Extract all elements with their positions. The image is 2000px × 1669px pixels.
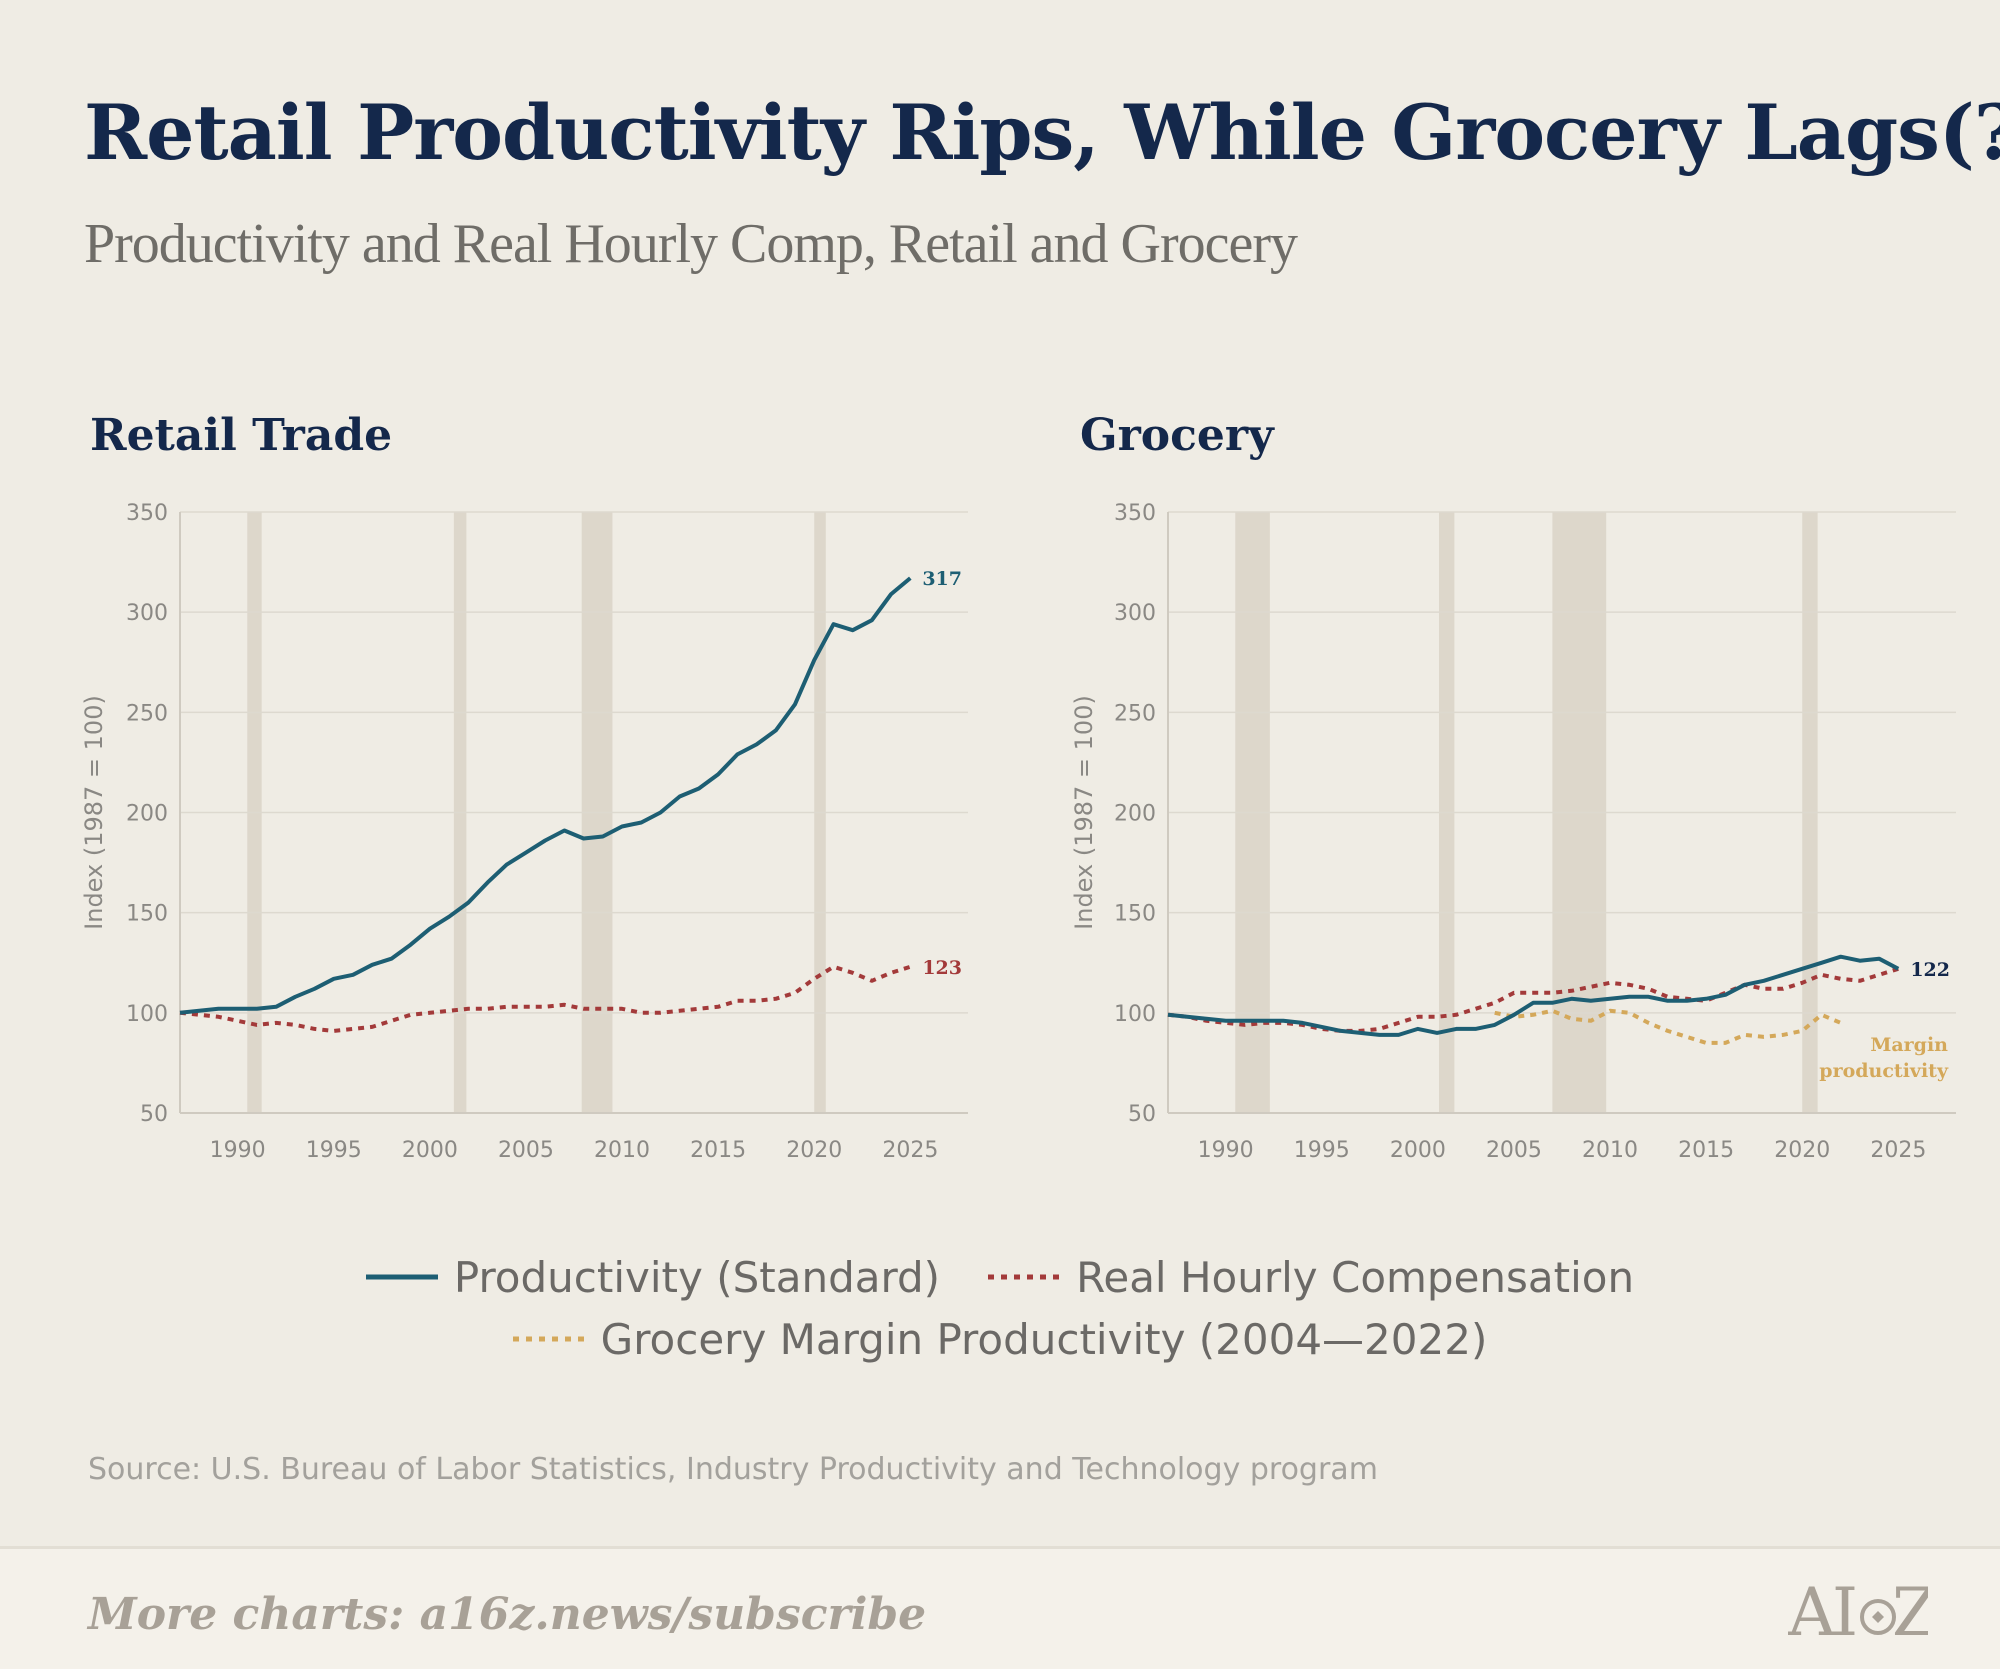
x-tick-label: 1995 xyxy=(306,1138,362,1163)
x-tick-label: 1995 xyxy=(1294,1138,1350,1163)
footer-subscribe-link[interactable]: More charts: a16z.news/subscribe xyxy=(88,1589,927,1640)
chart-title: Retail Productivity Rips, While Grocery … xyxy=(84,88,2000,177)
logo-a: A xyxy=(1788,1574,1837,1649)
x-tick-label: 2000 xyxy=(402,1138,458,1163)
legend-swatch-compensation xyxy=(988,1274,1061,1280)
y-tick-label: 350 xyxy=(1114,501,1156,526)
y-tick-label: 200 xyxy=(1114,802,1156,827)
legend-label-productivity: Productivity (Standard) xyxy=(453,1252,941,1302)
charts-canvas: 50 100 150 200 250 300 350 1990 1995 2000 2005 2010… xyxy=(80,501,1956,1163)
y-tick-label: 300 xyxy=(126,601,168,626)
x-tick-label: 2020 xyxy=(1774,1138,1830,1163)
end-label-margin: productivity xyxy=(1819,1060,1949,1082)
y-tick-label: 150 xyxy=(126,902,168,927)
series-line-margin xyxy=(1494,1008,1842,1045)
legend-item-margin: Grocery Margin Productivity (2004—2022) xyxy=(512,1314,1488,1364)
x-tick-label: 2015 xyxy=(1678,1138,1734,1163)
x-tick-label: 2025 xyxy=(882,1138,938,1163)
legend-swatch-margin xyxy=(512,1336,585,1342)
y-tick-label: 100 xyxy=(1114,1002,1156,1027)
footer: More charts: a16z.news/subscribe A I Z xyxy=(0,1546,2000,1669)
y-tick-label: 150 xyxy=(1114,902,1156,927)
y-tick-label: 200 xyxy=(126,802,168,827)
y-axis-label: Index (1987 = 100) xyxy=(80,695,108,930)
x-tick-label: 1990 xyxy=(1198,1138,1254,1163)
logo-6-circle xyxy=(1860,1599,1896,1635)
legend-label-margin: Grocery Margin Productivity (2004—2022) xyxy=(600,1314,1488,1364)
x-tick-label: 2020 xyxy=(786,1138,842,1163)
y-tick-label: 300 xyxy=(1114,601,1156,626)
chart-subtitle: Productivity and Real Hourly Comp, Retai… xyxy=(84,213,1298,275)
logo-1: I xyxy=(1832,1574,1858,1649)
x-tick-label: 2010 xyxy=(594,1138,650,1163)
series-line-productivity xyxy=(1167,954,1900,1037)
x-tick-label: 2005 xyxy=(1486,1138,1542,1163)
legend-item-productivity: Productivity (Standard) xyxy=(365,1252,941,1302)
x-tick-label: 2015 xyxy=(690,1138,746,1163)
x-tick-label: 2005 xyxy=(498,1138,554,1163)
y-tick-label: 100 xyxy=(126,1002,168,1027)
a16z-logo: A I Z xyxy=(1788,1574,1928,1649)
legend-swatch-productivity xyxy=(365,1274,438,1280)
y-axis-label: Index (1987 = 100) xyxy=(1070,695,1098,930)
y-tick-label: 50 xyxy=(140,1102,168,1127)
end-label-productivity: 317 xyxy=(922,568,962,590)
series-line-productivity xyxy=(179,576,912,1015)
series-line-compensation xyxy=(179,964,911,1033)
source-note: Source: U.S. Bureau of Labor Statistics,… xyxy=(88,1452,1378,1487)
end-label-productivity: 122 xyxy=(1910,959,1950,981)
x-tick-label: 1990 xyxy=(210,1138,266,1163)
legend-item-compensation: Real Hourly Compensation xyxy=(988,1253,1634,1302)
retail-panel-title: Retail Trade xyxy=(90,410,393,461)
y-tick-label: 250 xyxy=(126,701,168,726)
y-tick-label: 350 xyxy=(126,501,168,526)
legend: Productivity (Standard) Real Hourly Comp… xyxy=(0,1246,2000,1370)
x-tick-label: 2025 xyxy=(1870,1138,1926,1163)
x-tick-label: 2010 xyxy=(1582,1138,1638,1163)
x-tick-label: 2000 xyxy=(1390,1138,1446,1163)
logo-6-diamond xyxy=(1872,1611,1884,1623)
end-label-compensation: 123 xyxy=(922,957,962,979)
grocery-panel-title: Grocery xyxy=(1080,410,1274,461)
end-label-margin: Margin xyxy=(1870,1034,1948,1056)
panel-0: 50 100 150 200 250 300 350 1990 1995 2000 2005 2010… xyxy=(80,501,968,1163)
series-line-compensation xyxy=(1167,966,1899,1033)
legend-label-compensation: Real Hourly Compensation xyxy=(1076,1252,1635,1302)
y-tick-label: 50 xyxy=(1128,1102,1156,1127)
panel-1: 50 100 150 200 250 300 350 1990 1995 2000 2005 2010… xyxy=(1070,501,1956,1163)
logo-z: Z xyxy=(1892,1574,1928,1649)
y-tick-label: 250 xyxy=(1114,701,1156,726)
